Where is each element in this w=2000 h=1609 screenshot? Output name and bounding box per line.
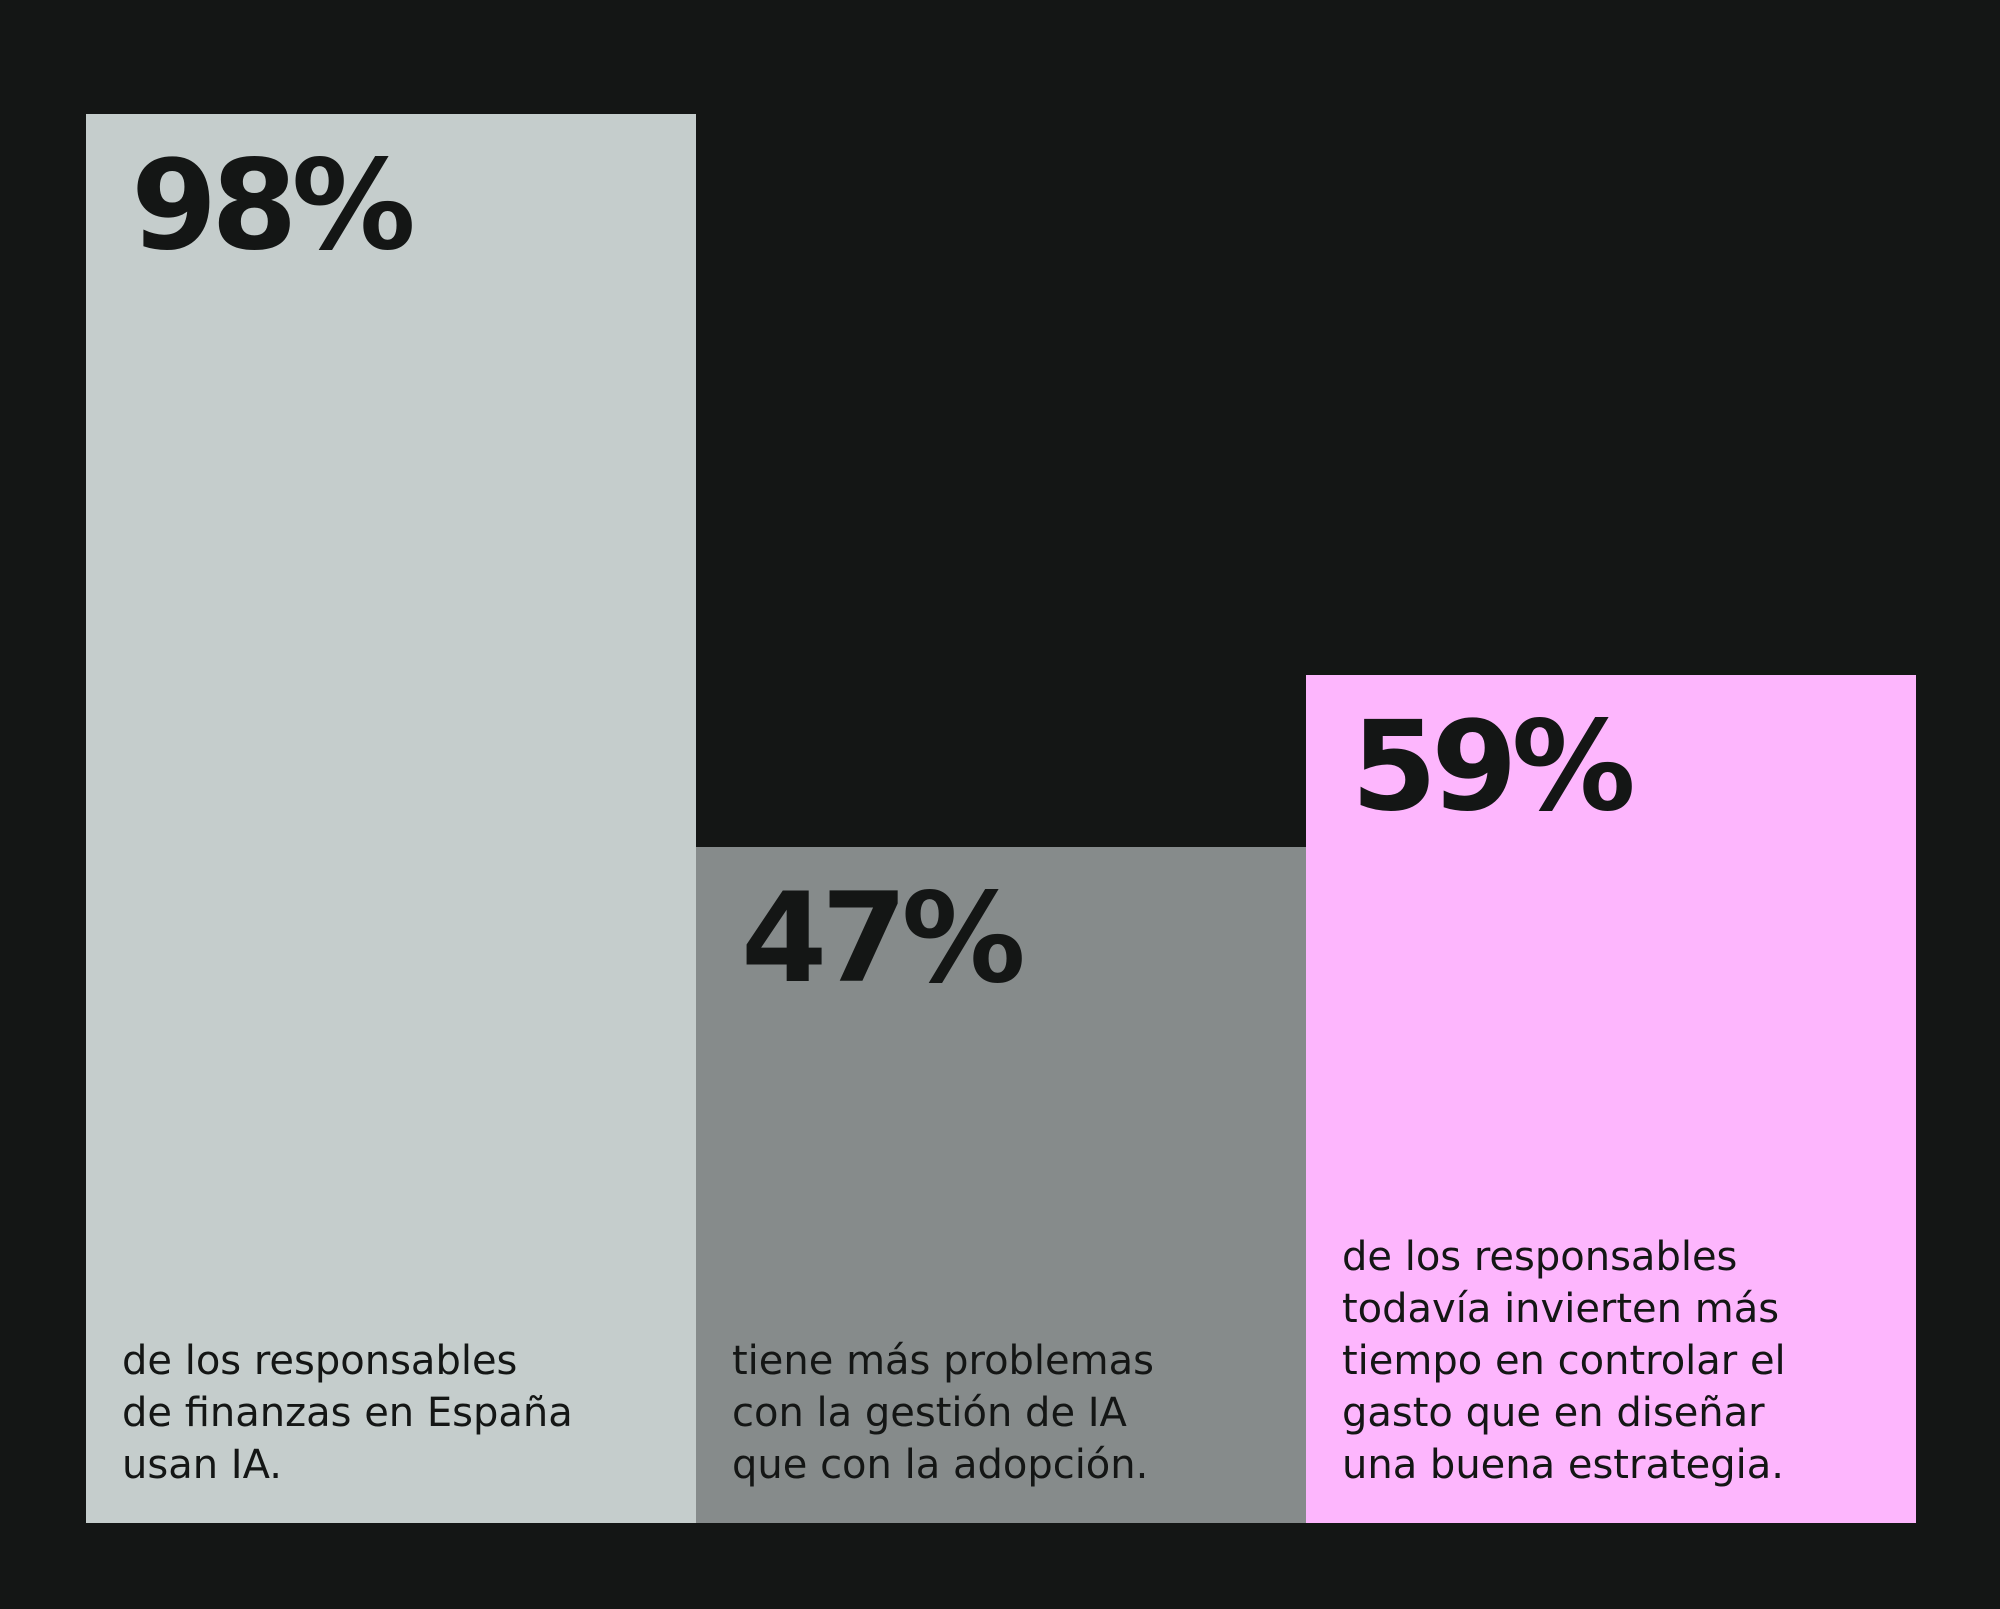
- bar-1: 98% de los responsables de finanzas en Es…: [86, 114, 696, 1523]
- bar-value-label: 47%: [741, 867, 1026, 1012]
- bar-category-label: de los responsables todavía invierten má…: [1342, 1234, 1786, 1488]
- bar-3: 59% de los responsables todavía invierten…: [1306, 674, 1916, 1523]
- bar-value-label: 59%: [1351, 694, 1636, 839]
- bar-category-label: tiene más problemas con la gestión de IA…: [732, 1338, 1154, 1488]
- bar-2: 47% tiene más problemas con la gestión de…: [696, 847, 1306, 1523]
- bar-category-label: de los responsables de finanzas en Españ…: [122, 1338, 573, 1488]
- bar-value-label: 98%: [131, 134, 416, 279]
